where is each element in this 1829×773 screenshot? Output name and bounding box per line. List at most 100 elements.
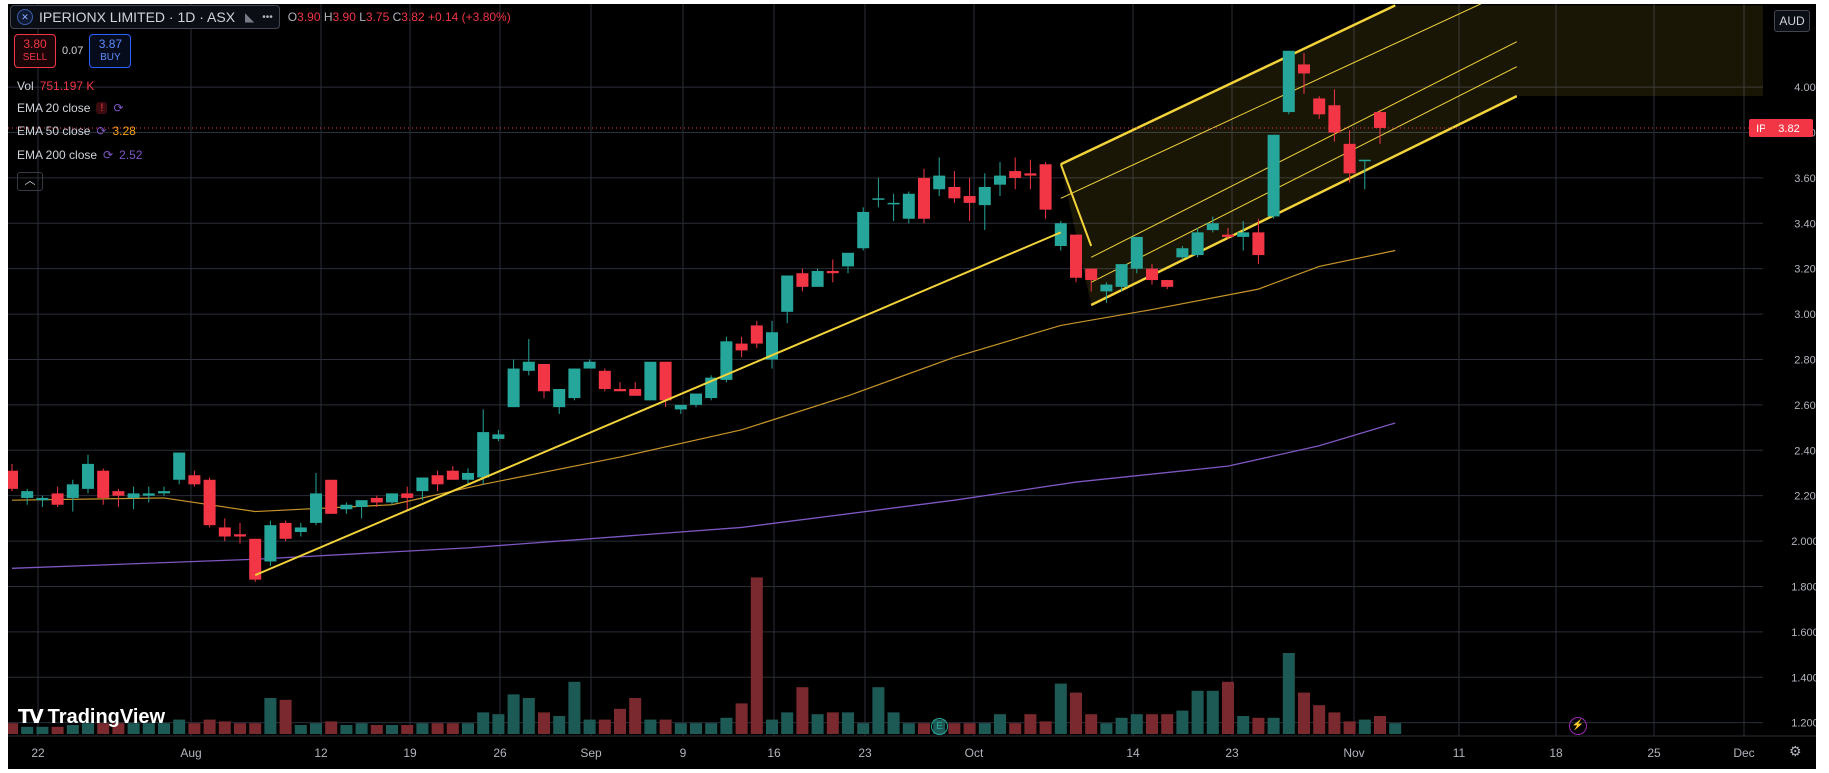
candle-body <box>188 475 201 485</box>
candle-body <box>583 361 596 369</box>
volume-bar <box>158 723 170 734</box>
candle-body <box>51 493 64 505</box>
volume-bar <box>887 712 900 734</box>
channel-boundary <box>1060 4 1396 166</box>
volume-bar <box>872 687 885 734</box>
volume-bar <box>249 723 262 734</box>
trend-line <box>1059 163 1093 247</box>
price-tick-label: 2.40 <box>1794 445 1815 457</box>
currency-selector[interactable]: AUD <box>1774 10 1810 32</box>
volume-bar <box>8 723 18 734</box>
lightning-icon[interactable]: ⚡ <box>1569 717 1587 735</box>
volume-bar <box>1100 723 1113 734</box>
regression-channel <box>1060 4 1763 307</box>
volume-bar <box>538 712 550 734</box>
price-tick-label: 1.600 <box>1791 627 1816 639</box>
price-chart[interactable]: 4.003.803.603.403.203.002.802.602.402.20… <box>8 4 1816 769</box>
candle-body <box>340 504 353 510</box>
volume-bar <box>1191 690 1204 734</box>
candle-body <box>1039 164 1052 210</box>
volume-bar <box>644 719 657 734</box>
tradingview-mark-icon: 𝗧𝗩 <box>18 707 44 728</box>
volume-bar <box>507 694 520 734</box>
price-axis-bg <box>1763 4 1816 769</box>
volume-bar <box>1252 717 1265 734</box>
ema-lines <box>11 249 1396 569</box>
price-tick-label: 2.60 <box>1794 400 1815 412</box>
candle-body <box>416 477 429 492</box>
volume-bar <box>1389 723 1402 734</box>
price-tick-label: 3.40 <box>1794 218 1815 230</box>
earnings-marker[interactable]: E <box>931 718 948 735</box>
candle-body <box>386 493 398 503</box>
candle-body <box>249 538 262 580</box>
channel-boundary <box>1090 95 1518 307</box>
candle-body <box>887 202 900 205</box>
volume-bar <box>431 723 444 734</box>
time-tick-label: 11 <box>1453 746 1466 760</box>
warning-icon[interactable]: ! <box>96 102 108 114</box>
volume-bar <box>1237 716 1250 734</box>
time-tick-label: Nov <box>1343 746 1364 760</box>
time-tick-label: 14 <box>1126 746 1140 760</box>
time-tick-label: 23 <box>1225 746 1239 760</box>
indicator-ema20[interactable]: EMA 20 close ! ⟳ <box>17 101 124 115</box>
price-tick-label: 3.60 <box>1794 173 1815 185</box>
volume-bar <box>97 723 110 734</box>
symbol-bar: ✕ IPERIONX LIMITED · 1D · ASX ◣ ••• O3.9… <box>10 5 511 29</box>
candle-body <box>674 404 687 410</box>
candle-body <box>1085 268 1098 281</box>
candle-body <box>659 361 672 401</box>
ohlc-values: O3.90 H3.90 L3.75 C3.82 +0.14 (+3.80%) <box>287 10 511 24</box>
volume-bar <box>51 726 64 734</box>
collapse-legend-button[interactable]: ︿ <box>17 172 43 191</box>
volume-bar <box>325 721 338 734</box>
time-tick-label: 9 <box>680 746 687 760</box>
buy-button[interactable]: 3.87 BUY <box>89 34 132 68</box>
chart-panel[interactable]: 4.003.803.603.403.203.002.802.602.402.20… <box>8 4 1816 769</box>
volume-bar <box>446 723 459 734</box>
indicator-volume[interactable]: Vol 751.197 K <box>17 79 95 93</box>
volume-bar <box>203 719 216 734</box>
volume-bar <box>21 726 34 734</box>
candle-body <box>796 273 809 287</box>
time-axis-bg <box>8 736 1816 769</box>
indicator-ema200[interactable]: EMA 200 close ⟳ 2.52 <box>17 148 143 162</box>
indicator-ema50[interactable]: EMA 50 close ⟳ 3.28 <box>17 124 136 138</box>
candle-body <box>264 525 277 562</box>
volume-bar <box>948 723 961 734</box>
time-tick-label: Dec <box>1733 746 1754 760</box>
volume-bar <box>66 725 79 734</box>
volume-bar <box>1161 714 1174 734</box>
volume-bar <box>522 698 535 734</box>
loading-icon: ⟳ <box>96 124 107 138</box>
symbol-search[interactable]: ✕ IPERIONX LIMITED · 1D · ASX ◣ ••• <box>10 5 280 29</box>
candle-body <box>294 527 307 532</box>
candle-body <box>82 463 94 489</box>
last-price-label: 3.82 <box>1778 123 1799 135</box>
volume-bar <box>1343 721 1356 734</box>
volume-bar <box>462 723 474 734</box>
flag-icon[interactable]: ◣ <box>245 10 255 24</box>
ema50-line <box>11 249 1396 513</box>
volume-bar <box>386 725 398 734</box>
candle-body <box>1070 234 1082 278</box>
candle-body <box>522 361 535 371</box>
volume-bars <box>8 577 1402 734</box>
candle-body <box>401 493 414 498</box>
time-tick-label: 23 <box>858 746 872 760</box>
volume-bar <box>629 698 642 734</box>
candle-body <box>781 275 794 312</box>
candle-body <box>1343 143 1356 174</box>
candle-body <box>933 175 946 190</box>
symbol-title: IPERIONX LIMITED · 1D · ASX <box>39 9 236 25</box>
ipx-logo-icon: ✕ <box>17 9 33 25</box>
candle-body <box>1282 50 1295 113</box>
settings-icon[interactable]: ⚙ <box>1789 743 1802 759</box>
candle-body <box>234 534 246 537</box>
volume-bar <box>750 577 763 734</box>
sell-button[interactable]: 3.80 SELL <box>14 34 56 68</box>
candle-body <box>1176 248 1189 258</box>
more-icon[interactable]: ••• <box>262 11 273 23</box>
candle-body <box>1206 223 1219 231</box>
